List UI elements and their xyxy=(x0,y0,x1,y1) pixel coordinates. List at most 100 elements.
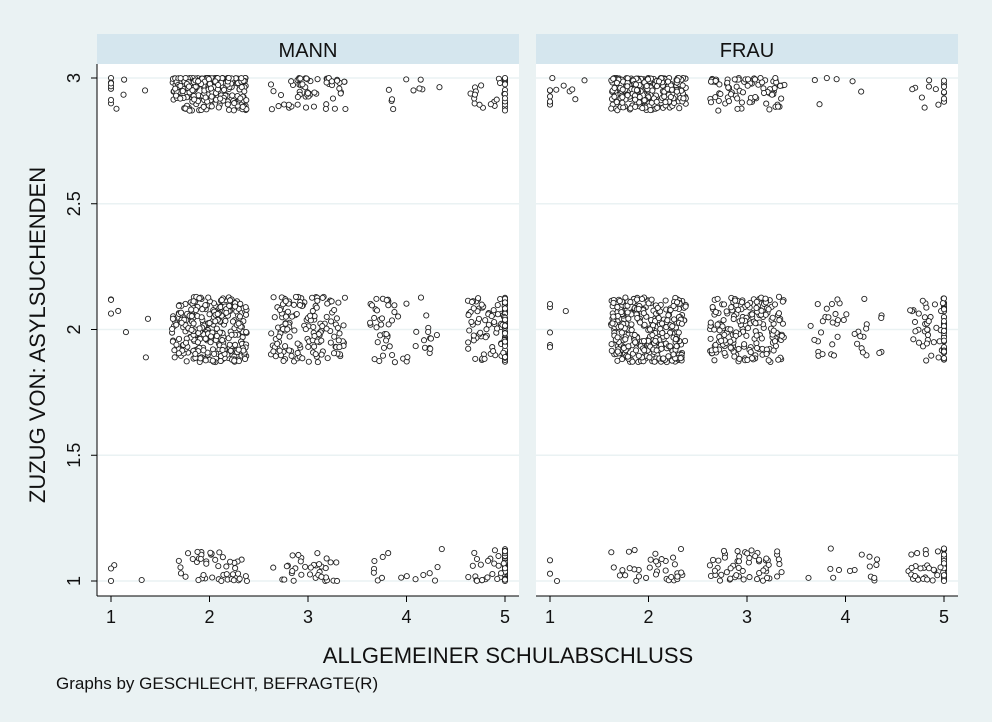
scatter-point xyxy=(733,83,740,90)
scatter-point xyxy=(769,91,776,98)
scatter-point xyxy=(653,347,660,354)
scatter-point xyxy=(655,78,663,85)
scatter-point xyxy=(490,307,497,314)
scatter-point xyxy=(209,574,216,581)
scatter-point xyxy=(494,575,501,582)
scatter-point xyxy=(751,76,759,83)
scatter-point xyxy=(744,356,751,364)
scatter-point xyxy=(373,307,381,314)
scatter-point xyxy=(202,302,209,309)
scatter-point xyxy=(383,297,390,304)
scatter-point xyxy=(199,306,206,313)
scatter-point xyxy=(242,304,249,311)
scatter-point xyxy=(651,358,658,365)
scatter-point xyxy=(305,343,312,350)
scatter-point xyxy=(639,105,646,112)
scatter-point xyxy=(198,314,205,321)
scatter-point xyxy=(874,556,881,563)
scatter-point xyxy=(171,354,178,361)
scatter-point xyxy=(662,567,669,574)
scatter-point xyxy=(811,336,818,343)
scatter-point xyxy=(328,78,335,85)
scatter-point xyxy=(175,557,182,564)
scatter-point xyxy=(619,567,626,574)
scatter-point xyxy=(738,299,745,306)
scatter-point xyxy=(386,343,393,350)
scatter-point xyxy=(682,303,689,310)
scatter-point xyxy=(493,96,500,103)
scatter-point xyxy=(213,332,220,340)
scatter-point xyxy=(628,326,635,334)
scatter-point xyxy=(937,564,944,571)
scatter-point xyxy=(473,577,480,584)
scatter-point xyxy=(614,334,621,341)
panel-frau: FRAU 1 2 3 4 5 xyxy=(536,34,958,627)
scatter-point xyxy=(324,355,331,362)
scatter-point xyxy=(292,293,299,300)
scatter-point xyxy=(712,341,719,348)
scatter-point xyxy=(331,105,338,112)
scatter-point xyxy=(334,324,341,331)
scatter-point xyxy=(753,344,761,352)
scatter-point xyxy=(859,349,866,356)
scatter-point xyxy=(569,86,576,93)
scatter-point xyxy=(205,294,212,301)
scatter-point xyxy=(475,315,483,322)
scatter-point xyxy=(219,337,226,344)
scatter-point xyxy=(720,547,728,555)
scatter-point xyxy=(230,107,237,114)
scatter-point xyxy=(270,348,277,355)
scatter-point xyxy=(921,314,928,321)
scatter-point xyxy=(634,315,641,322)
scatter-point xyxy=(632,96,639,103)
scatter-point xyxy=(297,75,304,82)
scatter-point xyxy=(403,573,410,580)
scatter-point xyxy=(712,346,719,353)
scatter-point xyxy=(828,300,835,308)
scatter-point xyxy=(716,81,723,88)
scatter-point xyxy=(817,329,825,336)
scatter-point xyxy=(280,357,287,364)
scatter-point xyxy=(769,314,776,321)
scatter-point xyxy=(423,312,430,319)
scatter-point xyxy=(647,556,654,563)
scatter-point xyxy=(188,313,195,320)
scatter-point xyxy=(182,573,189,580)
scatter-point xyxy=(752,320,759,327)
scatter-point xyxy=(314,297,321,304)
scatter-point xyxy=(177,75,184,82)
scatter-point xyxy=(142,354,149,361)
scatter-point xyxy=(476,101,483,108)
scatter-point xyxy=(923,357,930,364)
scatter-point xyxy=(465,339,472,346)
scatter-point xyxy=(318,337,325,344)
scatter-point xyxy=(716,327,723,334)
scatter-point xyxy=(609,320,616,327)
scatter-point xyxy=(763,555,770,562)
scatter-point xyxy=(671,561,678,568)
scatter-point xyxy=(654,304,661,311)
scatter-point xyxy=(391,302,398,309)
scatter-point xyxy=(608,347,615,354)
scatter-point xyxy=(627,298,634,306)
scatter-point xyxy=(928,352,935,359)
scatter-point xyxy=(425,328,432,335)
scatter-point xyxy=(654,104,661,111)
scatter-point xyxy=(940,89,948,96)
scatter-point xyxy=(670,302,677,310)
scatter-point xyxy=(646,564,653,571)
scatter-point xyxy=(849,78,856,85)
scatter-point xyxy=(202,357,209,364)
scatter-point xyxy=(546,344,554,351)
scatter-point xyxy=(371,314,378,322)
scatter-point xyxy=(297,558,304,565)
scatter-point xyxy=(648,296,655,303)
scatter-point xyxy=(206,320,213,327)
scatter-point xyxy=(858,551,865,558)
scatter-point xyxy=(107,96,115,104)
scatter-point xyxy=(212,556,219,563)
scatter-point xyxy=(758,335,765,342)
x-tick-label: 2 xyxy=(204,607,214,627)
scatter-point xyxy=(222,317,229,324)
scatter-point xyxy=(107,577,115,585)
